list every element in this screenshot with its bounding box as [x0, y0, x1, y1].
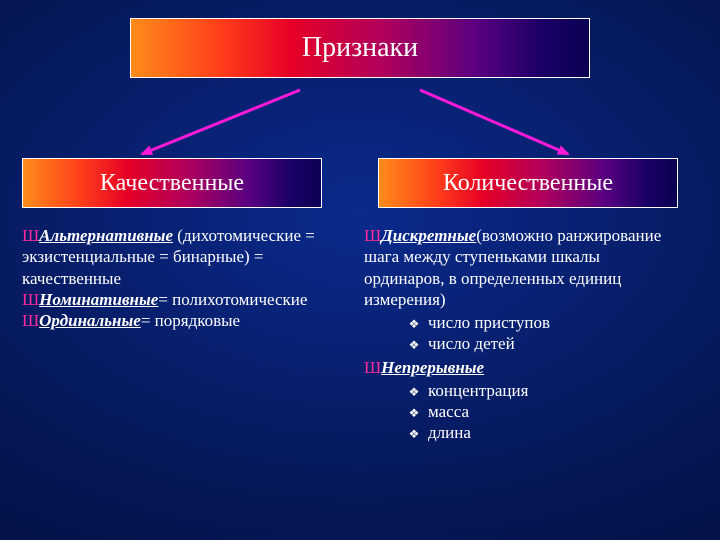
sub-bullet: ❖ масса	[408, 401, 684, 422]
diamond-icon: ❖	[408, 407, 420, 419]
right-item1-subs: ❖ число приступов ❖ число детей	[408, 312, 684, 355]
left-category-box: Качественные	[22, 158, 322, 208]
arrow-right	[420, 90, 568, 154]
sub-text: число детей	[428, 333, 515, 354]
left-column: ШАльтернативные (дихотомические = экзист…	[22, 225, 342, 331]
arrow-left	[142, 90, 300, 154]
sub-text: число приступов	[428, 312, 550, 333]
right-item2-subs: ❖ концентрация ❖ масса ❖ длина	[408, 380, 684, 444]
left-item-1: ШАльтернативные (дихотомические = экзист…	[22, 225, 342, 289]
left-item2-term: Номинативные	[39, 290, 158, 309]
right-item2-term: Непрерывные	[381, 358, 484, 377]
sub-bullet: ❖ длина	[408, 422, 684, 443]
right-category-label: Количественные	[443, 170, 613, 197]
bullet-prefix: Ш	[22, 311, 39, 330]
title-text: Признаки	[302, 32, 418, 64]
left-item3-rest: = порядковые	[141, 311, 240, 330]
sub-text: концентрация	[428, 380, 528, 401]
left-item-2: ШНоминативные= полихотомические	[22, 289, 342, 310]
sub-text: длина	[428, 422, 471, 443]
sub-text: масса	[428, 401, 469, 422]
right-category-box: Количественные	[378, 158, 678, 208]
left-item1-term: Альтернативные	[39, 226, 173, 245]
diamond-icon: ❖	[408, 428, 420, 440]
diamond-icon: ❖	[408, 318, 420, 330]
right-item1-term: Дискретные	[381, 226, 476, 245]
left-category-label: Качественные	[100, 170, 244, 197]
diamond-icon: ❖	[408, 386, 420, 398]
right-item-2: ШНепрерывные	[364, 357, 684, 378]
sub-bullet: ❖ число приступов	[408, 312, 684, 333]
bullet-prefix: Ш	[22, 290, 39, 309]
right-item-1: ШДискретные(возможно ранжирование шага м…	[364, 225, 684, 310]
bullet-prefix: Ш	[22, 226, 39, 245]
left-item3-term: Ординальные	[39, 311, 141, 330]
right-column: ШДискретные(возможно ранжирование шага м…	[364, 225, 684, 446]
left-item-3: ШОрдинальные= порядковые	[22, 310, 342, 331]
bullet-prefix: Ш	[364, 358, 381, 377]
sub-bullet: ❖ число детей	[408, 333, 684, 354]
left-item2-rest: = полихотомические	[158, 290, 307, 309]
sub-bullet: ❖ концентрация	[408, 380, 684, 401]
diamond-icon: ❖	[408, 339, 420, 351]
title-box: Признаки	[130, 18, 590, 78]
bullet-prefix: Ш	[364, 226, 381, 245]
